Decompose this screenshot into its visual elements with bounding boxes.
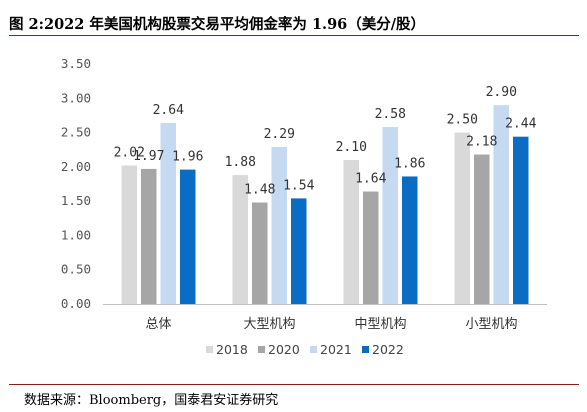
- source-note: 数据来源：Bloomberg，国泰君安证券研究: [24, 393, 279, 408]
- data-label-2022-3: 2.44: [505, 117, 536, 132]
- legend-label-2020: 2020: [268, 342, 300, 357]
- legend-swatch-2018: [206, 346, 213, 353]
- y-tick-label: 3.00: [61, 90, 91, 105]
- legend: 2018 2020 2021 2022: [206, 342, 404, 357]
- data-label-2018-3: 2.50: [447, 113, 478, 128]
- bar-2020-2: [363, 191, 379, 304]
- title-divider: [9, 35, 579, 36]
- category-label-1: 大型机构: [243, 317, 295, 332]
- data-label-2018-2: 2.10: [336, 140, 367, 155]
- chart-title: 图 2:2022 年美国机构股票交易平均佣金率为 1.96（美分/股）: [9, 16, 426, 33]
- legend-swatch-2020: [258, 346, 265, 353]
- data-label-2021-2: 2.58: [375, 107, 406, 122]
- bar-2022-2: [402, 176, 418, 304]
- source-divider: [9, 384, 579, 385]
- y-tick-label: 1.50: [61, 193, 91, 208]
- legend-label-2022: 2022: [372, 342, 404, 357]
- data-label-2022-1: 1.54: [283, 178, 314, 193]
- y-tick-label: 2.00: [61, 159, 91, 174]
- bar-2021-1: [271, 146, 287, 304]
- bar-2022-1: [291, 198, 307, 304]
- chart-area: 0.00 0.50 1.00 1.50 2.00 2.50 3.00 3.50 2.02 1.9…: [0, 40, 587, 380]
- category-label-3: 小型机构: [465, 317, 517, 332]
- y-tick-label: 0.50: [61, 262, 91, 277]
- data-label-2021-1: 2.29: [264, 127, 295, 142]
- bar-2018-1: [232, 175, 248, 304]
- bar-chart: 0.000.501.001.502.002.503.003.50 2.021.9…: [61, 56, 547, 357]
- bar-2020-3: [474, 154, 490, 304]
- legend-label-2018: 2018: [216, 342, 248, 357]
- y-tick-label: 0.00: [61, 296, 91, 311]
- data-label-2021-3: 2.90: [486, 85, 517, 100]
- bar-2021-2: [382, 127, 398, 304]
- legend-swatch-2022: [362, 346, 369, 353]
- bar-2021-3: [493, 105, 509, 305]
- category-label-0: 总体: [145, 317, 171, 332]
- data-label-2020-3: 2.18: [466, 135, 497, 150]
- y-axis: 0.00 0.50 1.00 1.50 2.00 2.50 3.00 3.50: [61, 56, 91, 311]
- legend-label-2021: 2021: [320, 342, 352, 357]
- legend-swatch-2021: [310, 346, 317, 353]
- bar-2021-0: [160, 122, 176, 304]
- bar-2018-0: [121, 165, 137, 304]
- category-label-2: 中型机构: [354, 317, 406, 332]
- data-label-2020-1: 1.48: [244, 183, 275, 198]
- data-label-2020-0: 1.97: [133, 149, 164, 164]
- x-axis-categories: 总体 大型机构 中型机构 小型机构: [145, 317, 517, 332]
- bars-group: [121, 105, 529, 305]
- data-labels-group: 2.021.97 2.64 1.96 1.88 1.48 2.29 1.54 2.10 1.64…: [114, 85, 537, 197]
- bar-2018-3: [454, 132, 470, 304]
- y-tick-label: 1.00: [61, 227, 91, 242]
- bar-2022-0: [180, 169, 196, 304]
- y-tick-label: 3.50: [61, 56, 91, 71]
- data-label-2021-0: 2.64: [153, 103, 184, 118]
- bar-2018-2: [343, 160, 359, 304]
- data-label-2018-0: 2.02: [114, 145, 145, 160]
- bar-2022-3: [513, 136, 529, 304]
- y-tick-label: 2.50: [61, 125, 91, 140]
- figure-header: 图 2:2022 年美国机构股票交易平均佣金率为 1.96（美分/股）: [9, 6, 579, 36]
- bar-2020-1: [252, 202, 268, 304]
- data-label-2018-1: 1.88: [225, 155, 256, 170]
- data-label-2022-0: 1.96: [172, 150, 203, 165]
- data-label-2022-2: 1.86: [394, 156, 425, 171]
- data-label-2020-2: 1.64: [355, 172, 386, 187]
- bar-2020-0: [141, 168, 157, 304]
